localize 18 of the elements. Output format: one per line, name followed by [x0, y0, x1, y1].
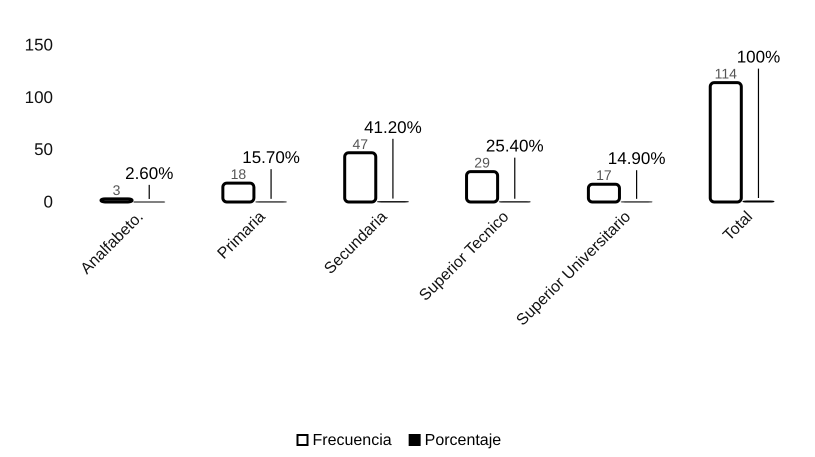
data-label: 14.90%: [608, 149, 666, 168]
data-label: 25.40%: [486, 136, 544, 156]
data-label: 41.20%: [364, 118, 422, 137]
legend-label: Frecuencia: [312, 432, 392, 449]
y-tick-label: 50: [34, 140, 53, 160]
y-tick-label: 100: [24, 88, 53, 107]
data-label: 29: [474, 154, 490, 171]
data-label: 18: [230, 166, 246, 182]
y-tick-label: 150: [24, 35, 53, 54]
data-label: 2.60%: [125, 164, 174, 183]
data-label: 17: [596, 167, 612, 184]
data-label: 3: [112, 182, 121, 198]
legend-label: Porcentaje: [424, 432, 502, 449]
y-tick-label: 0: [44, 192, 53, 212]
data-label: 15.70%: [242, 148, 300, 168]
data-label: 114: [714, 66, 738, 82]
data-label: 100%: [736, 48, 780, 67]
data-label: 47: [352, 136, 368, 152]
